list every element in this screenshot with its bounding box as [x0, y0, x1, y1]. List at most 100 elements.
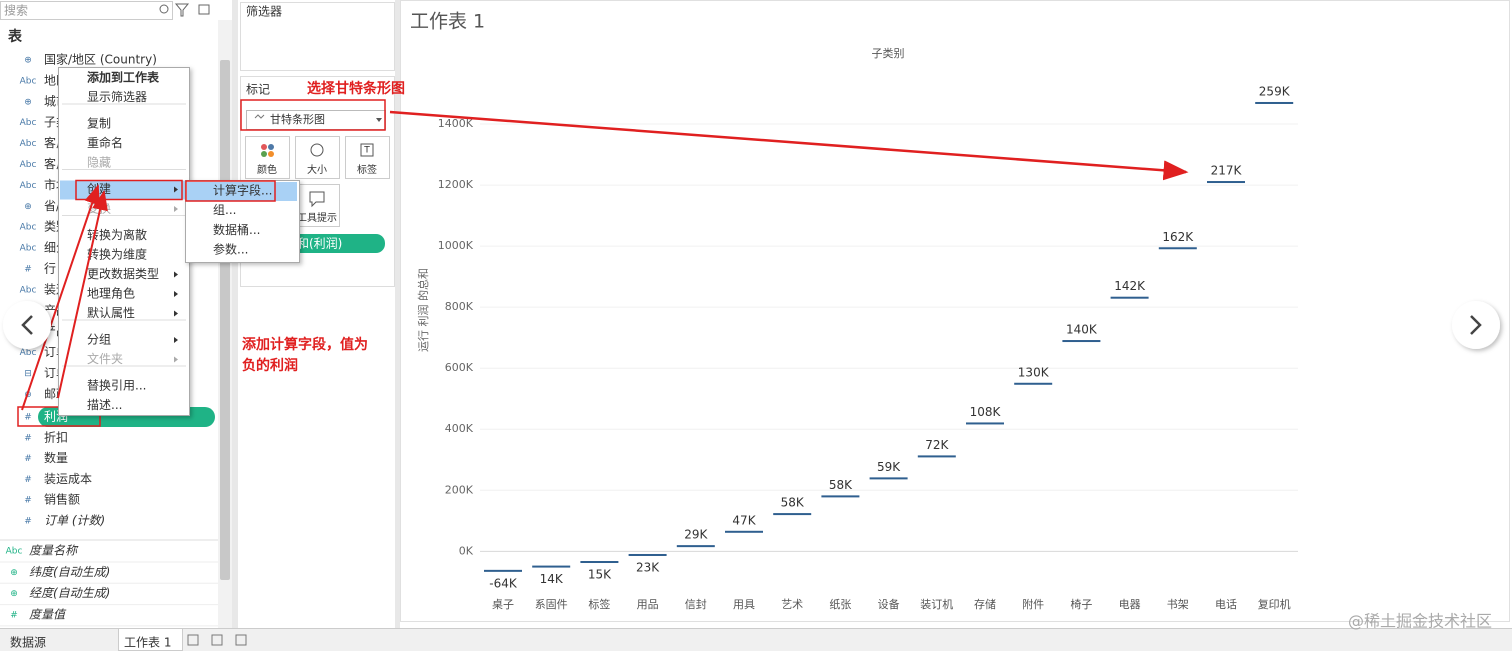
gantt-mark	[725, 530, 763, 533]
y-tick-label: 200K	[445, 483, 474, 496]
search-placeholder: 搜索	[4, 3, 28, 18]
menu-item[interactable]: 组...	[213, 203, 236, 217]
field-icon: #	[10, 610, 18, 620]
gantt-mark	[484, 569, 522, 572]
divider	[395, 0, 400, 628]
highlight-box	[185, 180, 276, 202]
highlight-box	[75, 179, 183, 201]
field-name[interactable]: 国家/地区 (Country)	[44, 52, 157, 67]
field-icon: ⊕	[24, 202, 32, 212]
field-icon: Abc	[20, 160, 37, 170]
field-name[interactable]: 经度(自动生成)	[29, 586, 110, 600]
menu-item[interactable]: 地理角色	[87, 287, 135, 301]
menu-item[interactable]: 转换为维度	[87, 247, 147, 262]
filters-card	[240, 2, 395, 71]
submenu-arrow	[174, 356, 178, 363]
chevron	[1470, 315, 1482, 335]
field-name[interactable]: 折扣	[44, 429, 68, 444]
y-tick-label: 1200K	[438, 178, 474, 191]
menu-item[interactable]: 隐藏	[87, 156, 111, 170]
plot: 0K 200K 400K 600K 800K 1000K 1200K 1400K 桌子 -64K 系…	[438, 84, 1298, 611]
gantt-mark	[773, 513, 812, 516]
menu-item[interactable]: 添加到工作表	[87, 70, 160, 85]
new-dashboard[interactable]	[211, 634, 223, 646]
field-name[interactable]: 销售额	[44, 492, 80, 507]
field-icon: Abc	[20, 76, 37, 86]
y-tick-label: 1400K	[438, 117, 474, 130]
value-label: 142K	[1114, 279, 1146, 293]
value-label: 140K	[1066, 323, 1098, 337]
view-icon[interactable]	[198, 4, 210, 15]
y-tick-label: 0K	[459, 544, 474, 557]
value-label: 217K	[1211, 164, 1243, 178]
gantt-mark	[917, 455, 956, 458]
submenu-arrow	[174, 337, 178, 343]
icon	[268, 151, 274, 157]
tab[interactable]: 数据源	[10, 635, 46, 650]
x-tick-label: 装订机	[920, 597, 953, 611]
menu-item[interactable]: 显示筛选器	[87, 89, 147, 104]
search-box[interactable]	[0, 1, 173, 20]
field-name[interactable]: 订单 (计数)	[44, 514, 105, 528]
x-tick-label: 桌子	[492, 598, 514, 611]
x-tick-label: 复印机	[1258, 597, 1291, 611]
chart-pane	[400, 0, 1510, 622]
value-label: 23K	[636, 560, 660, 574]
x-tick-label: 附件	[1022, 597, 1044, 611]
field-name[interactable]: 数量	[44, 450, 68, 465]
field-name[interactable]: 纬度(自动生成)	[29, 565, 110, 579]
menu-item[interactable]: 描述...	[87, 398, 122, 412]
value-label: -64K	[489, 576, 518, 590]
menu-item[interactable]: 复制	[87, 117, 111, 131]
filters-title: 筛选器	[246, 4, 282, 19]
menu-item[interactable]: 分组	[87, 333, 111, 347]
icon	[268, 144, 274, 150]
filter-icon[interactable]	[174, 3, 190, 17]
value-label: 108K	[970, 405, 1002, 419]
menu-item[interactable]: 替换引用...	[87, 379, 146, 393]
menu-item[interactable]: 更改数据类型	[87, 266, 159, 281]
field-name[interactable]: 度量值	[29, 607, 67, 621]
field-name[interactable]: 度量名称	[29, 544, 79, 558]
nav-next[interactable]	[1452, 301, 1500, 349]
x-tick-label: 椅子	[1070, 597, 1092, 611]
submenu-arrow	[174, 206, 178, 212]
gantt-mark	[869, 477, 908, 480]
tab-bar	[0, 628, 1512, 651]
mark-button-label: 工具提示	[297, 212, 337, 224]
menu-item[interactable]: 文件夹	[87, 351, 123, 366]
new-sheet[interactable]	[187, 634, 199, 646]
scroll-thumb[interactable]	[220, 60, 230, 580]
tab[interactable]: 工作表 1	[124, 636, 171, 650]
nav-prev[interactable]	[3, 301, 51, 349]
annotation: 选择甘特条形图	[307, 80, 405, 97]
y-tick-label: 600K	[445, 361, 474, 374]
menu-item[interactable]: 默认属性	[87, 305, 135, 320]
icon	[360, 143, 374, 157]
menu-item[interactable]: 创建	[87, 182, 111, 196]
menu-item[interactable]: 数据桶...	[213, 222, 260, 237]
menu-item[interactable]: 重命名	[87, 135, 123, 150]
x-tick-label: 系固件	[535, 598, 568, 611]
menu-item[interactable]: 参数...	[213, 242, 248, 257]
mark-button[interactable]	[245, 136, 290, 179]
icon: T	[363, 146, 370, 156]
field-name[interactable]: 装运成本	[44, 472, 92, 486]
icon	[261, 151, 267, 157]
menu-item[interactable]: 计算字段...	[213, 183, 272, 198]
annotation-arrow	[389, 110, 1189, 181]
menu-item[interactable]: 转换为离散	[87, 227, 147, 242]
mark-button-label: 颜色	[257, 163, 277, 176]
field-icon: #	[24, 475, 32, 485]
new-story[interactable]	[235, 634, 247, 646]
gantt-mark	[628, 553, 667, 556]
field-icon: Abc	[20, 348, 37, 358]
mark-button[interactable]	[295, 136, 340, 179]
annotation: 添加计算字段，值为	[242, 336, 368, 353]
field-icon: Abc	[20, 244, 37, 254]
field-icon: Abc	[6, 547, 23, 557]
y-axis-label: 运行 利润 的总和	[416, 268, 430, 352]
menu-highlight	[187, 182, 297, 201]
x-tick-label: 书架	[1167, 598, 1189, 611]
